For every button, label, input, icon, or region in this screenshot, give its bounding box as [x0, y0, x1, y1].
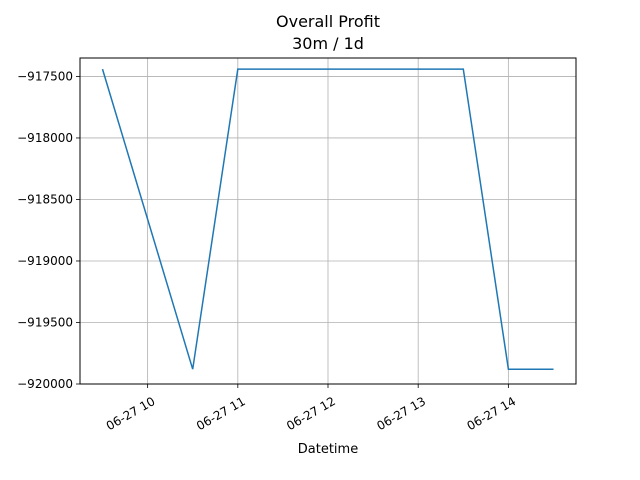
x-tick-label: 06-27 12 [284, 394, 338, 433]
x-tick-label: 06-27 14 [465, 394, 519, 433]
y-tick-label: −918500 [17, 192, 73, 206]
series-layer [101, 68, 554, 370]
y-tick-label: −917500 [17, 69, 73, 83]
y-tick-label: −918000 [17, 131, 73, 145]
chart-title: Overall Profit [276, 12, 380, 31]
y-tick-label: −919000 [17, 254, 73, 268]
chart-subtitle: 30m / 1d [292, 34, 364, 53]
grid [80, 58, 576, 385]
x-axis-label: Datetime [298, 442, 358, 457]
x-tick-label: 06-27 11 [194, 394, 248, 433]
x-tick-label: 06-27 10 [104, 394, 158, 433]
x-tick-label: 06-27 13 [374, 394, 428, 433]
y-axis: −917500 −918000 −918500 −919000 −919500 −9200… [17, 69, 80, 391]
x-axis: 06-27 10 06-27 11 06-27 12 06-27 13 06-27 14 [104, 384, 518, 433]
series-line [101, 68, 554, 370]
y-tick-label: −920000 [17, 377, 73, 391]
y-tick-label: −919500 [17, 315, 73, 329]
